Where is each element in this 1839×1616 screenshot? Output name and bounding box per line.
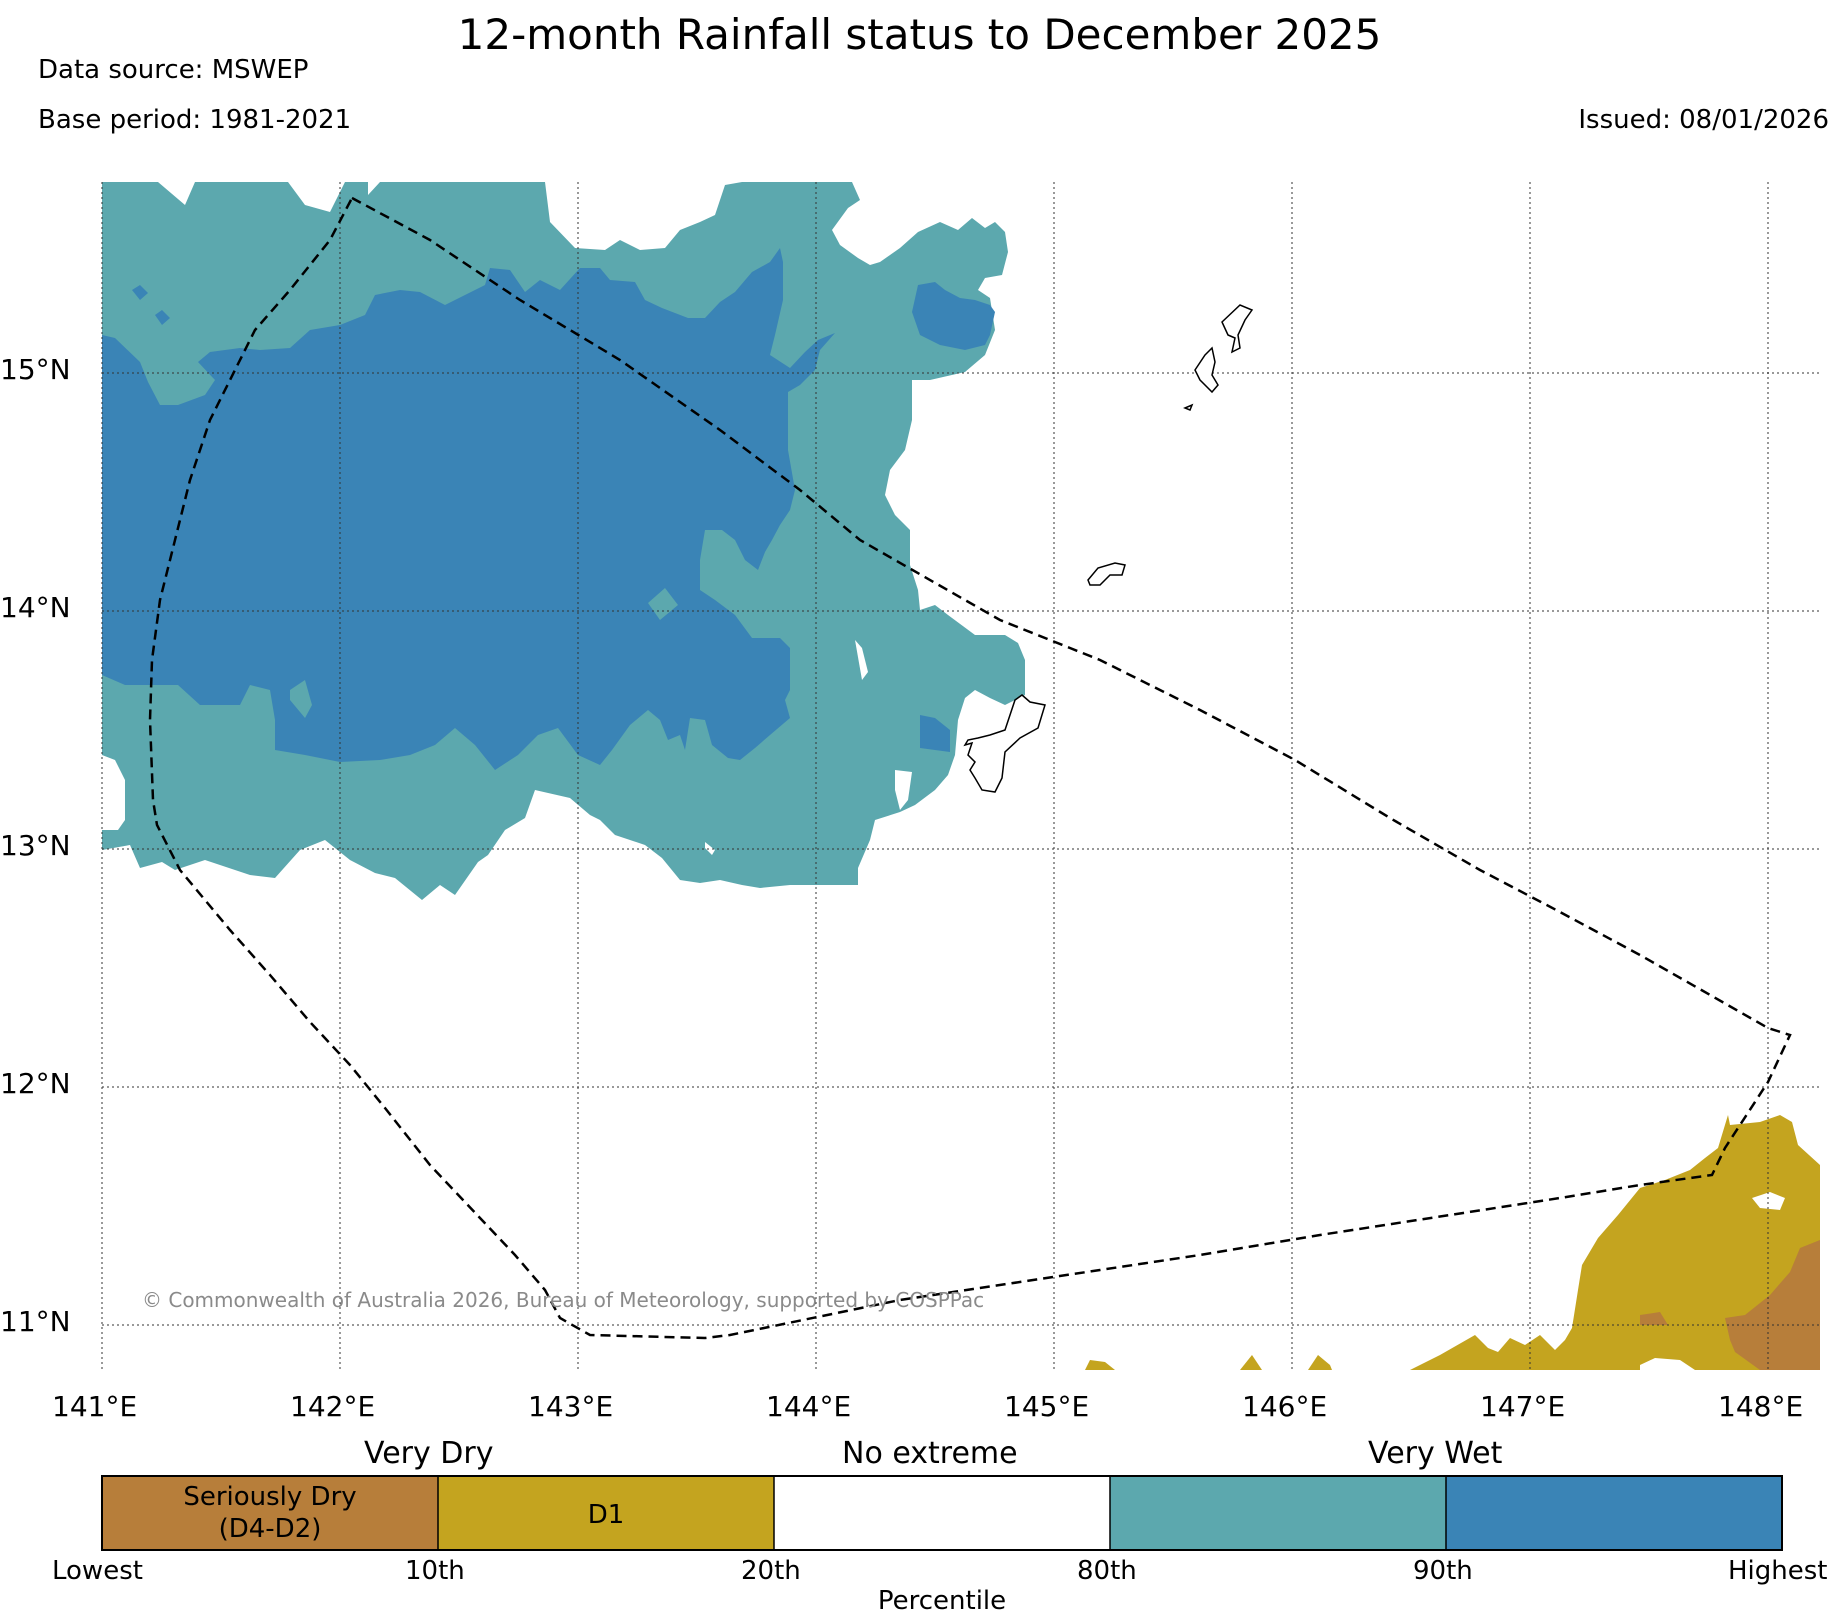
coastlines — [963, 304, 1254, 793]
d1-region — [1085, 1360, 1115, 1370]
lat-label-13: 13°N — [0, 829, 71, 862]
lon-label-141: 141°E — [52, 1390, 138, 1423]
issued-date: Issued: 08/01/2026 — [1578, 105, 1829, 135]
percentile-80th: 80th — [1077, 1556, 1137, 1586]
legend-group-no-extreme: No extreme — [842, 1436, 1018, 1471]
lon-label-142: 142°E — [290, 1390, 376, 1423]
base-period: Base period: 1981-2021 — [38, 105, 352, 135]
lon-label-144: 144°E — [766, 1390, 852, 1423]
lon-label-148: 148°E — [1718, 1390, 1804, 1423]
percentile-highest: Highest — [1728, 1556, 1828, 1586]
percentile-90th: 90th — [1413, 1556, 1473, 1586]
lon-label-143: 143°E — [528, 1390, 614, 1423]
legend-group-very-wet: Very Wet — [1368, 1436, 1503, 1471]
copyright-notice: © Commonwealth of Australia 2026, Bureau… — [142, 1288, 985, 1312]
lat-label-14: 14°N — [0, 591, 71, 624]
lat-label-11: 11°N — [0, 1305, 71, 1338]
legend-swatch-no-extreme — [774, 1476, 1110, 1550]
graticule — [101, 182, 1820, 1370]
legend-cat-d1: D1 — [587, 1500, 625, 1530]
legend-swatch-d1 — [438, 1476, 774, 1550]
legend-swatch-very-wet — [1110, 1476, 1446, 1550]
lat-label-15: 15°N — [0, 353, 71, 386]
lon-label-146: 146°E — [1242, 1390, 1328, 1423]
lon-label-145: 145°E — [1004, 1390, 1090, 1423]
legend-cat-seriously-dry-line1: Seriously Dry — [183, 1482, 357, 1512]
lat-label-12: 12°N — [0, 1067, 71, 1100]
percentile-lowest: Lowest — [52, 1556, 143, 1586]
seriously-dry-region — [1725, 1240, 1820, 1370]
legend-swatch-highest — [1446, 1476, 1782, 1550]
highest-region — [102, 248, 835, 770]
map-title: 12-month Rainfall status to December 202… — [457, 10, 1382, 59]
data-source: Data source: MSWEP — [38, 55, 309, 85]
percentile-10th: 10th — [405, 1556, 465, 1586]
percentile-20th: 20th — [741, 1556, 801, 1586]
legend-swatch-seriously-dry — [102, 1476, 438, 1550]
percentile-axis-label: Percentile — [877, 1586, 1007, 1616]
legend-cat-seriously-dry-line2: (D4-D2) — [218, 1514, 322, 1544]
lon-label-147: 147°E — [1480, 1390, 1566, 1423]
rainfall-contours — [102, 182, 1820, 1370]
colorbar — [101, 1475, 1783, 1551]
eez-boundary — [148, 196, 1792, 1340]
legend-group-very-dry: Very Dry — [364, 1436, 494, 1471]
